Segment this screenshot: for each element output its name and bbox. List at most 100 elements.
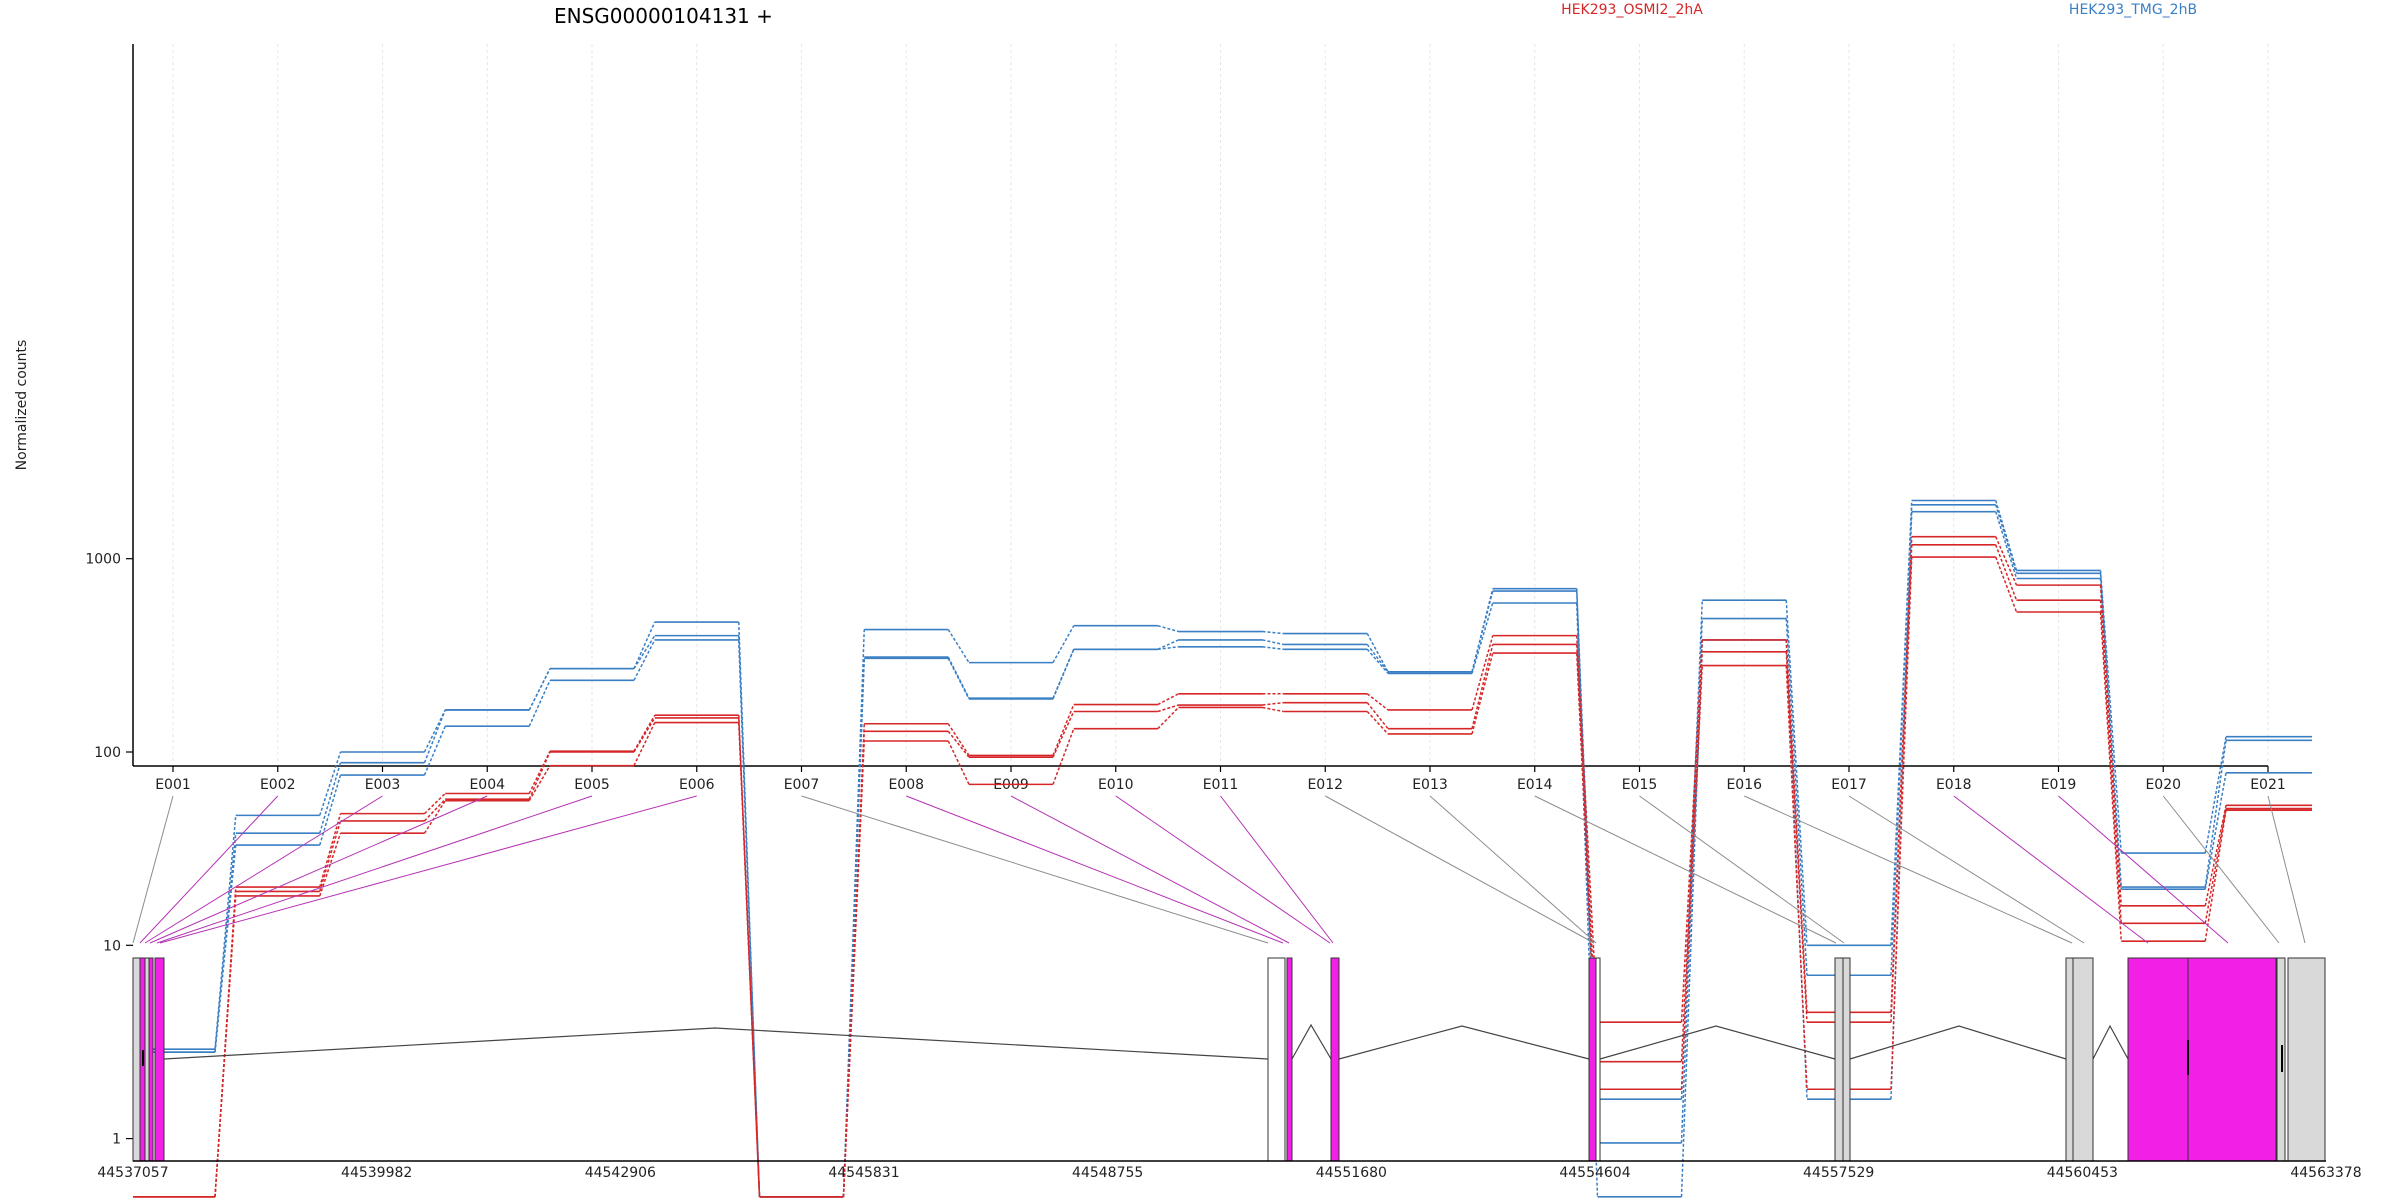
- y-tick-label: 10: [103, 938, 121, 954]
- genome-coord-label: 44537057: [97, 1165, 168, 1181]
- series-connector: [1052, 625, 1075, 663]
- series-connector: [1785, 665, 1808, 1090]
- x-tick-label: E017: [1831, 777, 1867, 793]
- series-connector: [1052, 704, 1075, 756]
- series-connector: [1262, 639, 1284, 646]
- series-connector: [2099, 585, 2122, 906]
- series-connector: [1995, 500, 2018, 571]
- series-connector: [1680, 651, 1703, 1062]
- y-tick-label: 1000: [85, 552, 121, 568]
- genome-coord-label: 44560453: [2047, 1165, 2118, 1181]
- x-tick-label: E010: [1098, 777, 1134, 793]
- x-tick-label: E004: [469, 777, 505, 793]
- series-connector: [528, 765, 551, 802]
- exon-connector: [1534, 795, 1837, 944]
- series-connector: [738, 639, 761, 1197]
- series-connector: [1680, 600, 1703, 1100]
- x-tick-label: E015: [1622, 777, 1658, 793]
- series-connector: [423, 792, 446, 815]
- series-connector: [2099, 611, 2122, 942]
- series-connector: [1052, 728, 1075, 785]
- series-connector: [1157, 639, 1179, 650]
- series-connector: [2099, 600, 2122, 924]
- series-connector: [1262, 706, 1284, 713]
- exon-connectors: [132, 795, 2306, 944]
- series-connector: [1157, 704, 1179, 713]
- x-tick-label: E005: [574, 777, 610, 793]
- series-connector: [2204, 740, 2227, 888]
- exon-connector: [159, 795, 697, 944]
- series-connector: [1995, 504, 2018, 574]
- series-connector: [214, 895, 237, 1197]
- exon-block: [2065, 957, 2074, 1162]
- series-connector: [1995, 544, 2018, 601]
- series-connector: [842, 740, 865, 1197]
- series-connector: [1576, 653, 1599, 1090]
- exon-block: [2127, 957, 2189, 1162]
- series-lines: [133, 499, 2312, 1198]
- series-connector: [423, 798, 446, 822]
- series-connector: [633, 639, 656, 681]
- genome-coord-label: 44545831: [828, 1165, 899, 1181]
- x-tick-label: E001: [155, 777, 191, 793]
- x-tick-label: E020: [2145, 777, 2181, 793]
- exon-connector: [1639, 795, 1845, 944]
- series-connector: [1890, 511, 1913, 1100]
- exon-connector: [2058, 795, 2229, 944]
- series-connector: [2204, 808, 2227, 924]
- genome-coord-label: 44551680: [1316, 1165, 1387, 1181]
- x-tick-label: E008: [888, 777, 924, 793]
- exon-block: [2072, 957, 2094, 1162]
- exon-block: [2287, 957, 2326, 1162]
- series-1: [133, 504, 2312, 1198]
- exon-connector: [1744, 795, 2073, 944]
- x-tick-label: E016: [1726, 777, 1762, 793]
- series-connector: [633, 717, 656, 753]
- series-connector: [1366, 693, 1389, 711]
- gridlines: [172, 44, 2269, 764]
- exon-block: [144, 957, 150, 1162]
- intron-line: [163, 1027, 1269, 1060]
- series-connector: [947, 658, 970, 700]
- exon-connector: [1325, 795, 1595, 944]
- series-connector: [947, 723, 970, 756]
- gene-model: 44537057 44539982 44542906 44545831 44548755…: [97, 957, 2362, 1181]
- exon-connector: [801, 795, 1269, 944]
- x-tick-label: E011: [1203, 777, 1239, 793]
- y-axis-label: Normalized counts: [14, 340, 30, 471]
- exon-block: [1286, 957, 1293, 1162]
- series-connector: [947, 730, 970, 758]
- series-2: [133, 510, 2312, 1198]
- series-connector: [1995, 536, 2018, 586]
- exon-connector: [1220, 795, 1334, 944]
- exon-block: [132, 957, 141, 1162]
- x-tick-label: E018: [1936, 777, 1972, 793]
- x-tick-label: E014: [1517, 777, 1553, 793]
- series-connector: [319, 751, 342, 816]
- exon-connector: [139, 795, 279, 944]
- x-tick-label: E003: [365, 777, 401, 793]
- genome-coord-label: 44563378: [2290, 1165, 2361, 1181]
- chart-title: ENSG00000104131 +: [554, 4, 773, 28]
- intron-line: [2092, 1024, 2129, 1060]
- exon-block: [1842, 957, 1851, 1162]
- intron-line: [1599, 1025, 1836, 1060]
- series-connector: [1471, 602, 1494, 674]
- series-connector: [1680, 639, 1703, 1023]
- x-tick-label: E013: [1412, 777, 1448, 793]
- x-tick-label: E012: [1307, 777, 1343, 793]
- series-connector: [2204, 805, 2227, 906]
- exon-connector: [2162, 795, 2280, 944]
- exon-connector: [1010, 795, 1290, 944]
- series-connector: [2204, 810, 2227, 942]
- exon-block: [2187, 957, 2277, 1162]
- series-connector: [319, 832, 342, 897]
- exon-connector: [132, 795, 174, 944]
- series-connector: [528, 679, 551, 727]
- series-connector: [1262, 630, 1284, 635]
- series-connector: [319, 762, 342, 834]
- exon-block: [1588, 957, 1597, 1162]
- exon-block: [1834, 957, 1844, 1162]
- series-connector: [1785, 618, 1808, 976]
- series-connector: [1262, 701, 1284, 706]
